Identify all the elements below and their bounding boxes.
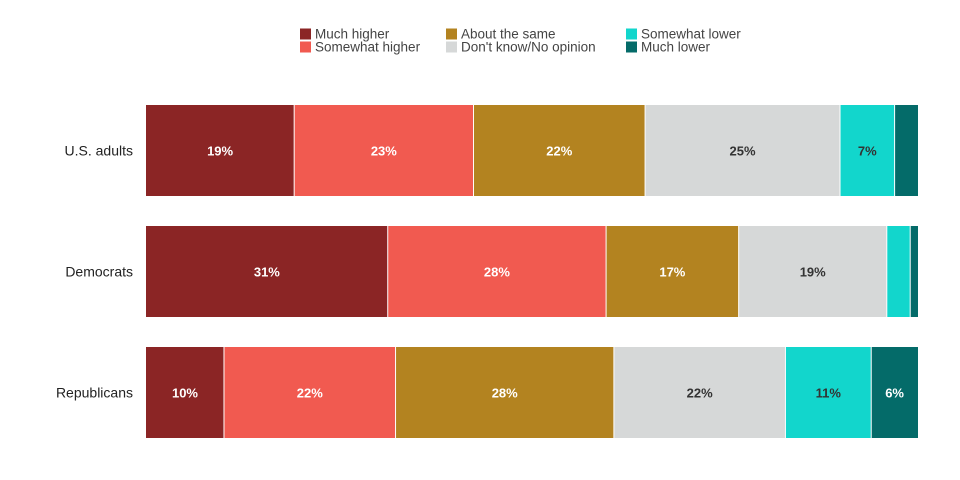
bar-segment-u-s-adults-don-t-know-no-opinion: [645, 105, 841, 196]
bar-segment-u-s-adults-much-lower: [894, 105, 918, 196]
data-label-democrats-somewhat-higher: 28%: [484, 265, 510, 280]
data-label-republicans-much-lower: 6%: [885, 386, 904, 401]
bar-segment-u-s-adults-somewhat-higher: [294, 105, 474, 196]
bar-segment-democrats-somewhat-higher: [387, 226, 607, 317]
bar-segment-democrats-much-higher: [146, 226, 388, 317]
category-label-republicans: Republicans: [56, 385, 133, 401]
category-label-u-s-adults: U.S. adults: [65, 143, 133, 159]
data-label-democrats-much-higher: 31%: [254, 265, 280, 280]
bar-row-republicans: Republicans 10% 22% 28% 22% 11% 6%: [56, 347, 918, 438]
data-label-republicans-much-higher: 10%: [172, 386, 198, 401]
legend-label-somewhat-higher: Somewhat higher: [315, 40, 421, 55]
bar-segment-democrats-about-the-same: [606, 226, 739, 317]
bar-segment-republicans-somewhat-lower: [785, 347, 872, 438]
data-label-republicans-don-t-know-no-opinion: 22%: [687, 386, 713, 401]
data-label-republicans-somewhat-lower: 11%: [816, 386, 842, 401]
bar-segment-republicans-somewhat-higher: [223, 347, 396, 438]
data-label-u-s-adults-about-the-same: 22%: [546, 144, 572, 159]
bar-segment-democrats-don-t-know-no-opinion: [738, 226, 887, 317]
data-label-democrats-about-the-same: 17%: [659, 265, 685, 280]
data-label-republicans-somewhat-higher: 22%: [297, 386, 323, 401]
legend-label-much-lower: Much lower: [641, 40, 711, 55]
bar-row-u-s-adults: U.S. adults 19% 23% 22% 25% 7%: [65, 105, 918, 196]
legend-swatch-don-t-know-no-opinion: [446, 41, 457, 53]
bar-row-democrats: Democrats 31% 28% 17% 19%: [65, 226, 918, 317]
bar-segment-republicans-much-higher: [146, 347, 224, 438]
data-label-republicans-about-the-same: 28%: [492, 386, 518, 401]
legend-swatch-much-lower: [626, 41, 637, 53]
legend-swatch-somewhat-lower: [626, 28, 637, 40]
bar-segment-u-s-adults-somewhat-lower: [840, 105, 895, 196]
bar-segment-democrats-much-lower: [910, 226, 918, 317]
category-label-democrats: Democrats: [65, 264, 133, 280]
bar-segment-republicans-much-lower: [871, 347, 918, 438]
legend-label-about-the-same: About the same: [461, 27, 556, 42]
bar-segment-republicans-don-t-know-no-opinion: [613, 347, 786, 438]
legend-label-somewhat-lower: Somewhat lower: [641, 27, 741, 42]
data-label-u-s-adults-somewhat-higher: 23%: [371, 144, 397, 159]
data-label-democrats-don-t-know-no-opinion: 19%: [800, 265, 826, 280]
data-label-u-s-adults-much-higher: 19%: [207, 144, 233, 159]
legend-swatch-about-the-same: [446, 28, 457, 40]
data-label-u-s-adults-somewhat-lower: 7%: [858, 144, 877, 159]
legend-label-much-higher: Much higher: [315, 27, 390, 42]
legend-label-don-t-know-no-opinion: Don't know/No opinion: [461, 40, 596, 55]
bar-segment-democrats-somewhat-lower: [886, 226, 911, 317]
legend-swatch-much-higher: [300, 28, 311, 40]
data-label-u-s-adults-don-t-know-no-opinion: 25%: [730, 144, 756, 159]
legend-swatch-somewhat-higher: [300, 41, 311, 53]
bar-segment-u-s-adults-about-the-same: [473, 105, 646, 196]
bar-segment-u-s-adults-much-higher: [146, 105, 295, 196]
bar-segment-republicans-about-the-same: [395, 347, 614, 438]
